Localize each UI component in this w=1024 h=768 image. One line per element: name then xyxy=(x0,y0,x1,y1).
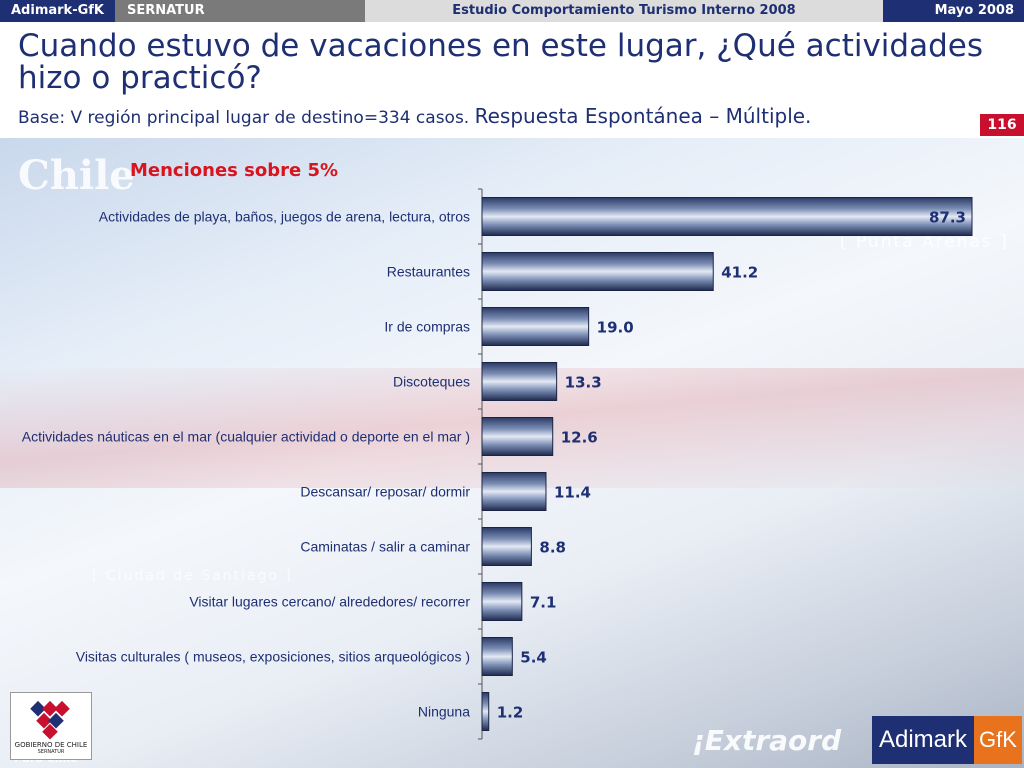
category-label: Visitas culturales ( museos, exposicione… xyxy=(76,649,470,665)
client-label: SERNATUR xyxy=(115,0,365,22)
value-label: 19.0 xyxy=(597,319,634,337)
bar xyxy=(481,197,973,236)
bar xyxy=(481,252,714,291)
bar xyxy=(481,527,532,566)
value-label: 7.1 xyxy=(530,594,557,612)
value-label: 1.2 xyxy=(497,704,524,722)
sernatur-label: SERNATUR xyxy=(37,749,65,755)
value-label: 8.8 xyxy=(539,539,566,557)
date-label: Mayo 2008 xyxy=(883,0,1024,22)
gfk-logo-text: GfK xyxy=(974,716,1022,764)
page-title: Cuando estuvo de vacaciones en este luga… xyxy=(18,28,983,96)
category-label: Ninguna xyxy=(418,704,470,720)
bar xyxy=(481,637,513,676)
bar xyxy=(481,582,523,621)
watermark-extraordinario: ¡Extraord xyxy=(692,724,842,757)
category-label: Ir de compras xyxy=(384,319,470,335)
category-label: Actividades de playa, baños, juegos de a… xyxy=(99,209,470,225)
bar xyxy=(481,472,547,511)
bar xyxy=(481,307,590,346)
bar xyxy=(481,692,490,731)
value-label: 13.3 xyxy=(565,374,602,392)
adimark-logo: Adimark GfK xyxy=(872,716,1022,764)
category-label: Discoteques xyxy=(393,374,470,390)
gobierno-logo: GOBIERNO DE CHILE SERNATUR xyxy=(10,692,92,760)
brand-label: Adimark-GfK xyxy=(0,0,115,22)
adimark-logo-text: Adimark xyxy=(872,716,974,764)
value-label: 5.4 xyxy=(520,649,547,667)
page-number: 116 xyxy=(980,114,1024,136)
value-label: 41.2 xyxy=(721,264,758,282)
subtitle-base: Base: V región principal lugar de destin… xyxy=(18,108,470,128)
value-label: 87.3 xyxy=(929,209,966,227)
bar xyxy=(481,417,554,456)
top-bar: Adimark-GfK SERNATUR Estudio Comportamie… xyxy=(0,0,1024,22)
page-subtitle: Base: V región principal lugar de destin… xyxy=(18,104,811,128)
gobierno-emblem-icon xyxy=(30,700,70,740)
category-label: Visitar lugares cercano/ alrededores/ re… xyxy=(189,594,470,610)
watermark-santiago: [ Ciudad de Santiago ] xyxy=(92,568,293,584)
value-label: 11.4 xyxy=(554,484,591,502)
category-label: Actividades náuticas en el mar (cualquie… xyxy=(22,429,470,445)
category-label: Caminatas / salir a caminar xyxy=(300,539,470,555)
subtitle-type: Respuesta Espontánea – Múltiple. xyxy=(474,104,812,128)
chart-title: Menciones sobre 5% xyxy=(130,160,339,181)
watermark-punta-arenas: [ Punta Arenas ] xyxy=(840,232,1009,252)
watermark-chile: Chile xyxy=(18,152,135,199)
study-label: Estudio Comportamiento Turismo Interno 2… xyxy=(365,0,883,22)
category-label: Descansar/ reposar/ dormir xyxy=(300,484,470,500)
bar xyxy=(481,362,558,401)
gobierno-label: GOBIERNO DE CHILE xyxy=(14,741,88,749)
category-label: Restaurantes xyxy=(387,264,470,280)
value-label: 12.6 xyxy=(561,429,598,447)
